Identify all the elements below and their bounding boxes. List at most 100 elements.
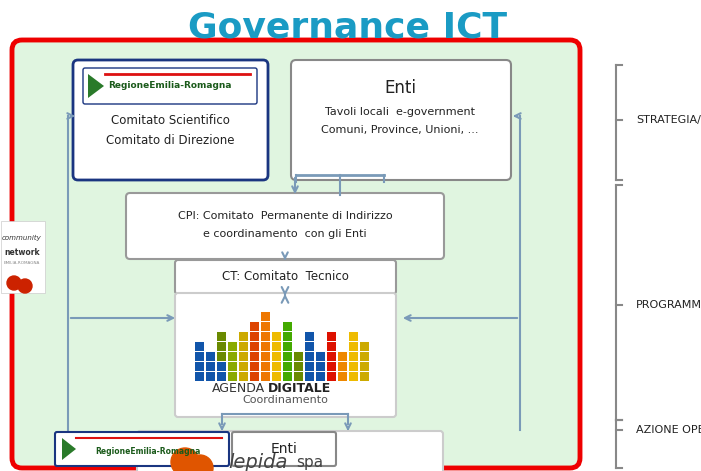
Bar bbox=[261, 322, 270, 331]
Bar bbox=[228, 342, 237, 351]
Bar bbox=[217, 342, 226, 351]
Bar bbox=[217, 372, 226, 381]
Bar bbox=[272, 332, 281, 341]
FancyBboxPatch shape bbox=[137, 431, 443, 471]
Bar bbox=[261, 312, 270, 321]
Bar bbox=[283, 352, 292, 361]
Bar bbox=[250, 342, 259, 351]
Text: STRATEGIA/POLITICA: STRATEGIA/POLITICA bbox=[636, 115, 701, 125]
Bar bbox=[316, 362, 325, 371]
Bar bbox=[272, 352, 281, 361]
Bar bbox=[294, 372, 303, 381]
Text: DIGITALE: DIGITALE bbox=[268, 382, 332, 395]
Bar bbox=[228, 352, 237, 361]
Text: RegioneEmilia-Romagna: RegioneEmilia-Romagna bbox=[95, 447, 200, 456]
Bar bbox=[195, 342, 204, 351]
FancyBboxPatch shape bbox=[1, 221, 45, 293]
Circle shape bbox=[171, 448, 199, 471]
Bar bbox=[327, 342, 336, 351]
Text: PROGRAMMAZIONE: PROGRAMMAZIONE bbox=[636, 300, 701, 310]
Circle shape bbox=[18, 279, 32, 293]
Bar bbox=[305, 372, 314, 381]
Bar bbox=[261, 352, 270, 361]
Text: Coordinamento: Coordinamento bbox=[242, 395, 328, 405]
Text: AZIONE OPERATIVA: AZIONE OPERATIVA bbox=[636, 425, 701, 435]
Bar bbox=[261, 372, 270, 381]
Text: Comitato Scientifico: Comitato Scientifico bbox=[111, 114, 229, 127]
Bar bbox=[228, 362, 237, 371]
FancyBboxPatch shape bbox=[232, 432, 336, 466]
Bar bbox=[327, 362, 336, 371]
Bar bbox=[261, 342, 270, 351]
Bar bbox=[316, 352, 325, 361]
Bar bbox=[217, 362, 226, 371]
Bar bbox=[239, 372, 248, 381]
Bar bbox=[327, 372, 336, 381]
Bar bbox=[349, 342, 358, 351]
Bar bbox=[206, 372, 215, 381]
Bar bbox=[283, 332, 292, 341]
Bar bbox=[294, 352, 303, 361]
Circle shape bbox=[187, 455, 213, 471]
Bar bbox=[250, 352, 259, 361]
Bar bbox=[239, 342, 248, 351]
Text: RegioneEmilia-Romagna: RegioneEmilia-Romagna bbox=[108, 81, 232, 90]
Bar bbox=[283, 372, 292, 381]
Text: network: network bbox=[4, 248, 40, 257]
Bar bbox=[338, 362, 347, 371]
Text: CPI: Comitato  Permanente di Indirizzo: CPI: Comitato Permanente di Indirizzo bbox=[177, 211, 393, 221]
Bar bbox=[283, 322, 292, 331]
Text: Comitato di Direzione: Comitato di Direzione bbox=[106, 133, 234, 146]
Bar bbox=[206, 352, 215, 361]
Bar bbox=[338, 352, 347, 361]
Text: spa: spa bbox=[296, 455, 323, 470]
Bar bbox=[272, 372, 281, 381]
Bar bbox=[217, 352, 226, 361]
Bar bbox=[250, 332, 259, 341]
Bar bbox=[316, 372, 325, 381]
Bar bbox=[206, 362, 215, 371]
Bar bbox=[305, 342, 314, 351]
Bar bbox=[349, 352, 358, 361]
Text: community: community bbox=[2, 235, 42, 241]
FancyBboxPatch shape bbox=[83, 68, 257, 104]
Bar bbox=[272, 362, 281, 371]
Bar bbox=[283, 362, 292, 371]
Text: Tavoli locali  e-government: Tavoli locali e-government bbox=[325, 107, 475, 117]
FancyBboxPatch shape bbox=[291, 60, 511, 180]
Bar bbox=[294, 362, 303, 371]
Bar bbox=[327, 332, 336, 341]
Bar bbox=[250, 322, 259, 331]
Bar bbox=[261, 332, 270, 341]
FancyBboxPatch shape bbox=[126, 193, 444, 259]
Bar bbox=[305, 352, 314, 361]
Bar bbox=[195, 372, 204, 381]
Bar bbox=[349, 332, 358, 341]
Text: e coordinamento  con gli Enti: e coordinamento con gli Enti bbox=[203, 229, 367, 239]
Circle shape bbox=[7, 276, 21, 290]
Bar bbox=[360, 342, 369, 351]
FancyBboxPatch shape bbox=[12, 40, 580, 468]
Bar bbox=[195, 362, 204, 371]
Bar bbox=[360, 362, 369, 371]
Bar bbox=[239, 332, 248, 341]
FancyBboxPatch shape bbox=[175, 293, 396, 417]
Bar bbox=[360, 352, 369, 361]
Bar bbox=[195, 352, 204, 361]
Bar bbox=[239, 362, 248, 371]
Polygon shape bbox=[88, 74, 104, 98]
Bar bbox=[228, 372, 237, 381]
Bar bbox=[239, 352, 248, 361]
Bar bbox=[305, 362, 314, 371]
Text: CT: Comitato  Tecnico: CT: Comitato Tecnico bbox=[222, 270, 348, 284]
Bar bbox=[305, 332, 314, 341]
Bar bbox=[349, 362, 358, 371]
Bar bbox=[327, 352, 336, 361]
Bar bbox=[217, 332, 226, 341]
Text: EMILIA-ROMAGNA: EMILIA-ROMAGNA bbox=[4, 261, 40, 265]
Bar bbox=[338, 372, 347, 381]
Text: Enti: Enti bbox=[271, 442, 297, 456]
FancyBboxPatch shape bbox=[175, 260, 396, 294]
Bar bbox=[349, 372, 358, 381]
Text: Enti: Enti bbox=[384, 79, 416, 97]
